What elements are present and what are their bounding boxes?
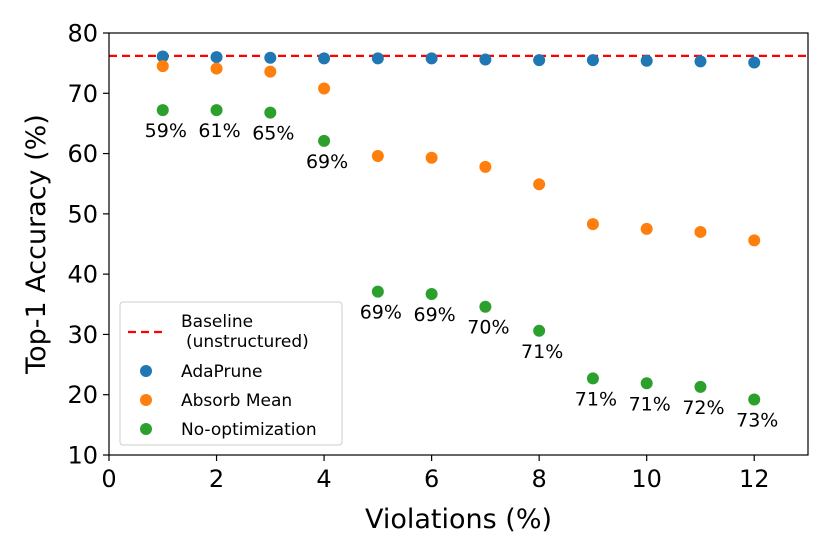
y-tick-label: 50 [67,200,98,228]
point-no-optimization [156,104,169,117]
axes: 0 2 4 6 8 10 12 10 20 30 40 50 60 70 80 Violations (%) T… [21,20,809,535]
point-adaprune [640,54,653,67]
point-no-optimization [694,380,707,393]
point-no-optimization [371,285,384,298]
point-absorb-mean [479,160,492,173]
x-tick-label: 0 [101,465,116,493]
legend-box [119,301,343,446]
point-absorb-mean [694,225,707,238]
legend-label: AdaPrune [181,362,263,382]
point-no-optimization [264,106,277,119]
x-tick-label: 10 [631,465,662,493]
point-label: 71% [629,393,671,415]
x-tick-label: 12 [739,465,770,493]
point-adaprune [371,52,384,65]
point-absorb-mean [156,60,169,73]
point-label: 73% [736,410,778,432]
legend-swatch-adaprune [140,365,152,377]
point-adaprune [586,54,599,67]
point-label: 69% [413,304,455,326]
point-absorb-mean [640,222,653,235]
legend-baseline-label: Baseline [181,312,253,332]
point-absorb-mean [425,151,438,164]
y-tick-label: 30 [67,321,98,349]
point-adaprune [156,50,169,63]
point-label: 59% [145,120,187,142]
y-tick-label: 10 [67,442,98,470]
point-adaprune [479,53,492,66]
point-absorb-mean [748,234,761,247]
point-adaprune [264,51,277,64]
point-no-optimization [586,372,599,385]
point-adaprune [318,52,331,65]
y-tick-label: 70 [67,80,98,108]
legend: Baseline(unstructured) AdaPrune Absorb Mea… [119,301,343,446]
x-tick-label: 6 [424,465,439,493]
x-tick-label: 8 [532,465,547,493]
annotations: 59% 61% 65% 69% 69% 69% 70% 71% 71% 71% 72% 73% [145,120,779,431]
point-label: 70% [467,317,509,339]
point-no-optimization [425,288,438,301]
point-no-optimization [640,377,653,390]
point-adaprune [748,56,761,69]
point-no-optimization [479,300,492,313]
point-no-optimization [533,324,546,337]
point-adaprune [533,54,546,67]
y-tick-label: 20 [67,381,98,409]
x-tick-label: 2 [209,465,224,493]
legend-baseline-label-2: (unstructured) [186,332,309,352]
legend-swatch-no-optimization [140,423,152,435]
data-points [156,50,761,406]
point-absorb-mean [264,65,277,78]
point-adaprune [210,51,223,64]
point-absorb-mean [533,178,546,191]
point-absorb-mean [210,62,223,75]
y-tick-label: 60 [67,140,98,168]
point-label: 71% [575,388,617,410]
y-tick-label: 80 [67,20,98,48]
y-tick-label: 40 [67,261,98,289]
point-no-optimization [748,393,761,406]
legend-label: Absorb Mean [181,391,292,411]
legend-label: No-optimization [181,420,317,440]
point-no-optimization [210,104,223,117]
point-no-optimization [318,134,331,147]
plot-frame [108,32,809,456]
point-label: 61% [198,120,240,142]
x-tick-label: 4 [316,465,331,493]
y-axis-title: Top-1 Accuracy (%) [21,114,52,375]
point-label: 65% [252,123,294,145]
point-absorb-mean [586,218,599,231]
point-absorb-mean [371,149,384,162]
point-absorb-mean [318,82,331,95]
point-adaprune [694,55,707,68]
point-label: 69% [306,151,348,173]
point-label: 72% [682,397,724,419]
legend-swatch-absorb-mean [140,394,152,406]
point-label: 69% [360,302,402,324]
x-axis-title: Violations (%) [365,504,552,535]
point-adaprune [425,52,438,65]
point-label: 71% [521,341,563,363]
